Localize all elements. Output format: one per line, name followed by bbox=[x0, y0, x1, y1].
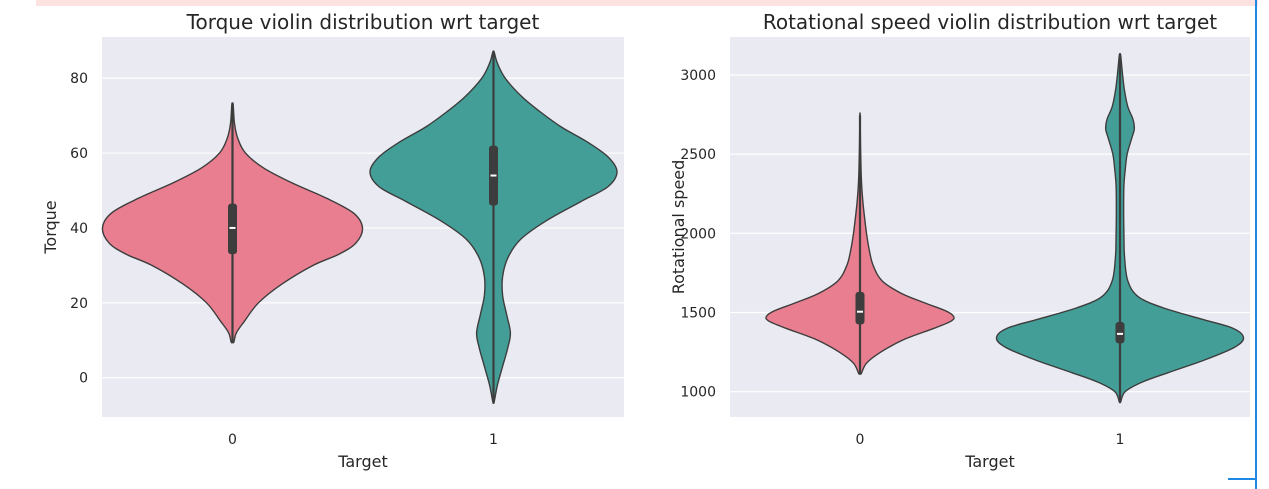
torque-y-tick-label: 20 bbox=[70, 296, 88, 312]
torque-chart-title: Torque violin distribution wrt target bbox=[186, 10, 540, 34]
rotational-speed-y-axis-label: Rotational speed bbox=[669, 160, 688, 295]
torque-x-tick-label: 0 bbox=[228, 432, 237, 448]
rotational-speed-violin-iqr-box-1 bbox=[1115, 322, 1125, 344]
rotational-speed-x-tick-label: 0 bbox=[856, 432, 865, 448]
torque-chart: 0 20 40 60 80 0 1 Torque violin distribution … bbox=[41, 10, 624, 471]
rotational-speed-y-tick-label: 1500 bbox=[680, 306, 716, 322]
torque-x-axis-label: Target bbox=[337, 452, 388, 471]
torque-y-tick-label: 80 bbox=[70, 71, 88, 87]
rotational-speed-chart: 1000 1500 2000 2500 3000 0 1 Rotational speed… bbox=[669, 10, 1250, 471]
torque-x-tick-label: 1 bbox=[489, 432, 498, 448]
rotational-speed-y-tick-label: 2500 bbox=[680, 147, 716, 163]
rotational-speed-y-tick-label: 2000 bbox=[680, 226, 716, 242]
torque-y-tick-label: 0 bbox=[79, 371, 88, 387]
cell-border-right bbox=[1255, 0, 1257, 489]
rotational-speed-chart-title: Rotational speed violin distribution wrt… bbox=[763, 10, 1217, 34]
rotational-speed-x-tick-label: 1 bbox=[1116, 432, 1125, 448]
rotational-speed-y-tick-label: 3000 bbox=[680, 68, 716, 84]
rotational-speed-y-tick-label: 1000 bbox=[680, 385, 716, 401]
rotational-speed-x-axis-label: Target bbox=[964, 452, 1015, 471]
rotational-speed-violin-iqr-box-0 bbox=[855, 291, 865, 325]
torque-y-axis-label: Torque bbox=[41, 200, 60, 254]
torque-y-tick-label: 60 bbox=[70, 146, 88, 162]
torque-y-tick-label: 40 bbox=[70, 221, 88, 237]
cell-border-bottom bbox=[1228, 478, 1256, 480]
warning-output-strip bbox=[36, 0, 1258, 6]
